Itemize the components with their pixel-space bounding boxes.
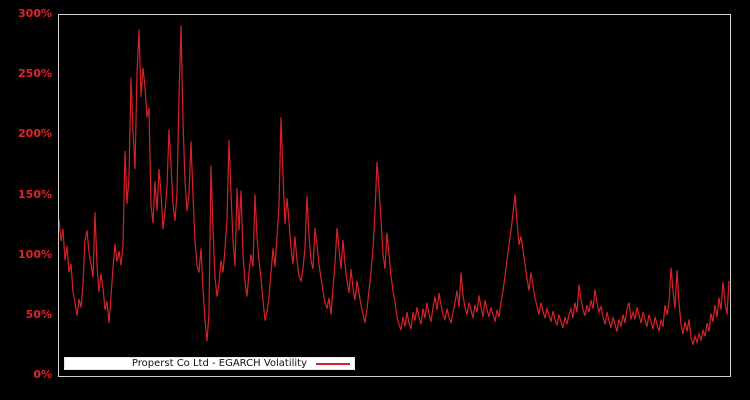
y-tick-200: 200% [18, 127, 52, 140]
y-tick-0: 0% [33, 368, 52, 381]
y-tick-250: 250% [18, 67, 52, 80]
y-tick-100: 100% [18, 248, 52, 261]
y-tick-300: 300% [18, 7, 52, 20]
y-tick-50: 50% [25, 308, 52, 321]
legend-label: Properst Co Ltd - EGARCH Volatility [131, 358, 307, 369]
legend-box: Properst Co Ltd - EGARCH Volatility [64, 357, 355, 370]
legend-line-sample-icon [316, 362, 350, 365]
volatility-series-svg [59, 25, 730, 345]
plot-area: Properst Co Ltd - EGARCH Volatility [58, 14, 731, 377]
volatility-line [59, 25, 730, 345]
y-tick-150: 150% [18, 188, 52, 201]
